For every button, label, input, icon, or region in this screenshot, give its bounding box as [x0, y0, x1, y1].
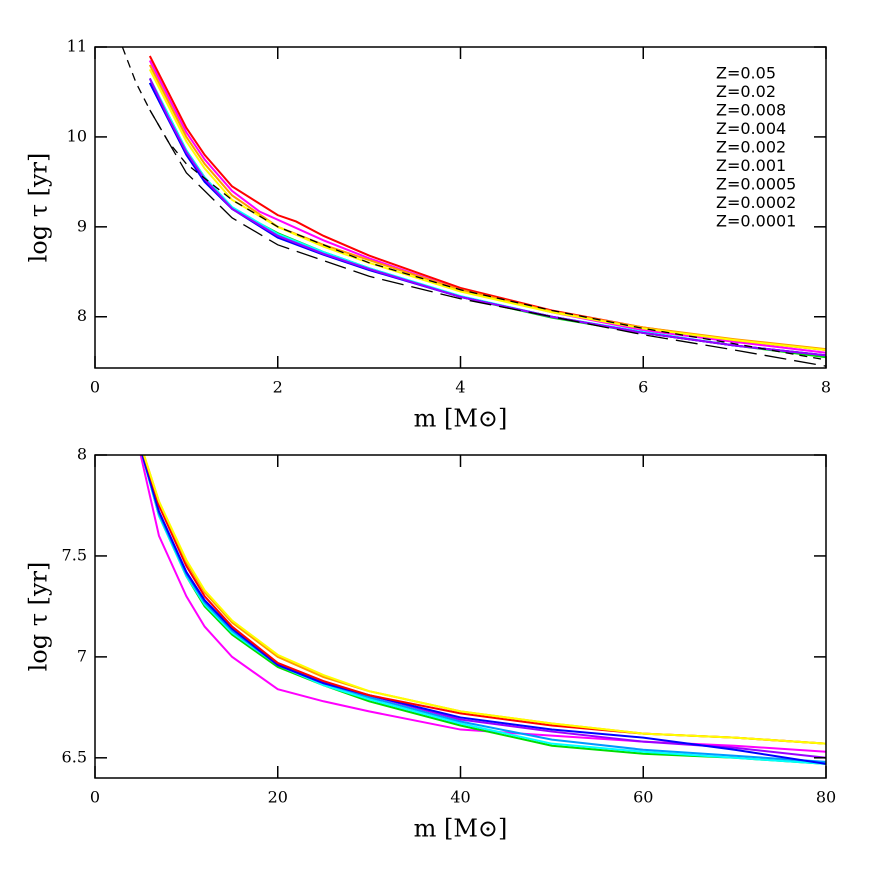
y-tick-label: 7: [77, 646, 87, 665]
series-line: [141, 455, 826, 759]
series-line: [148, 78, 826, 357]
series-line: [142, 455, 826, 745]
y-tick-label: 8: [77, 306, 87, 325]
series-line: [121, 47, 826, 361]
x-tick-label: 8: [821, 378, 831, 397]
legend-entry: Z=0.0001: [716, 212, 796, 231]
series-line: [139, 455, 826, 753]
x-axis-label: m [M⊙]: [414, 815, 508, 843]
series-line: [148, 60, 826, 354]
x-tick-label: 0: [90, 788, 100, 807]
x-tick-label: 40: [450, 788, 470, 807]
y-tick-label: 11: [67, 37, 87, 56]
x-tick-label: 60: [633, 788, 653, 807]
series-line: [142, 455, 826, 745]
x-tick-label: 6: [638, 378, 648, 397]
y-tick-label: 8: [77, 445, 87, 464]
legend-entry: Z=0.05: [716, 64, 776, 83]
x-tick-label: 4: [455, 378, 465, 397]
series-line: [141, 455, 826, 765]
legend-entry: Z=0.008: [716, 101, 786, 120]
legend-entry: Z=0.002: [716, 138, 786, 157]
plot-area: [139, 455, 826, 765]
legend-entry: Z=0.0005: [716, 175, 796, 194]
y-tick-label: 7.5: [62, 545, 87, 564]
legend-entry: Z=0.02: [716, 82, 776, 101]
plot-area: [121, 47, 826, 367]
x-tick-label: 80: [816, 788, 836, 807]
x-axis-label: m [M⊙]: [414, 405, 508, 433]
series-line: [142, 455, 826, 745]
x-tick-label: 20: [268, 788, 288, 807]
y-axis-label: log τ [yr]: [25, 562, 53, 672]
y-tick-label: 9: [77, 216, 87, 235]
series-line: [148, 69, 826, 352]
series-line: [141, 455, 826, 765]
x-tick-label: 0: [90, 378, 100, 397]
y-tick-label: 6.5: [62, 747, 87, 766]
legend-entry: Z=0.0002: [716, 193, 796, 212]
x-tick-label: 2: [273, 378, 283, 397]
legend-entry: Z=0.001: [716, 156, 786, 175]
series-line: [149, 109, 826, 367]
legend-entry: Z=0.004: [716, 119, 786, 138]
y-axis-label: log τ [yr]: [25, 153, 53, 263]
y-tick-label: 10: [67, 126, 87, 145]
